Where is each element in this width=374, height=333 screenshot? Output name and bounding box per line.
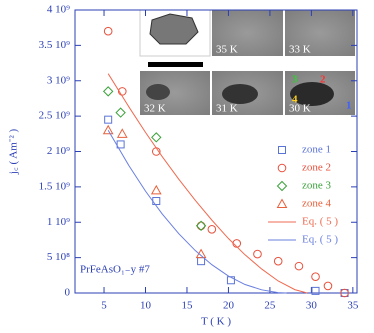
inset-label: 30 K [289,103,311,115]
inset-panel [212,10,283,56]
marker-circle [294,261,304,271]
y-tick-label: 3 10⁹ [47,74,70,86]
marker-circle [340,288,349,298]
y-tick-label: 5 10⁸ [47,251,70,263]
y-tick-label: 0 [65,287,71,299]
marker-circle [323,281,333,291]
legend-item: zone 2 [277,162,331,174]
y-axis-title: j꜀ ( Am⁻² ) [8,128,20,175]
legend-label: zone 2 [302,162,331,174]
legend-label: Eq. ( 5 ) [302,216,338,228]
marker-diamond [276,180,288,192]
inset-label: 33 K [289,44,311,56]
marker-square [311,286,320,295]
inset-zone-label: 1 [346,100,352,112]
inset-panel [285,10,355,56]
fit-line [107,73,308,294]
inset-label: 32 K [144,103,166,115]
marker-triangle [276,198,288,208]
marker-circle [103,26,113,36]
inset-zone-label: 3 [292,74,298,86]
legend-label: zone 3 [302,180,332,192]
marker-triangle [150,184,162,195]
x-tick-label: 25 [264,300,276,312]
y-tick-label: 2.5 10⁹ [39,110,71,122]
scale-bar [148,62,203,67]
y-tick-label: 2 10⁹ [47,145,70,157]
marker-diamond [151,132,162,143]
sample-shape [149,13,199,45]
inset-zone-label: 2 [320,74,326,86]
inset-zone-label: 4 [292,94,298,106]
marker-triangle [195,248,207,259]
inset-label: 35 K [216,44,238,56]
marker-square [197,257,206,266]
marker-circle [273,256,283,266]
x-tick-label: 20 [223,300,235,312]
marker-circle [253,249,262,259]
inset-label: 31 K [216,103,238,115]
marker-diamond [102,86,114,97]
dark-region [146,84,170,100]
marker-square [152,197,161,206]
y-tick-label: 1.5 10⁹ [39,180,71,192]
inset-images [139,9,355,115]
x-tick-label: 35 [347,300,359,312]
fit-line [107,130,287,294]
legend-label: zone 1 [302,144,331,156]
marker-circle [277,163,287,173]
marker-diamond [115,107,126,118]
legend-item: zone 1 [278,144,331,156]
y-tick-label: 4 10⁹ [47,4,70,16]
legend-label: Eq. ( 5 ) [302,234,338,246]
annotation: PrFeAsO₁₋y #7 [80,264,150,276]
dark-region [222,84,258,104]
x-tick-label: 5 [101,300,107,312]
marker-diamond [195,220,207,231]
x-tick-label: 15 [181,300,193,312]
marker-triangle [116,128,128,138]
y-tick-label: 3.5 10⁹ [39,39,71,51]
legend-item: zone 3 [276,180,332,192]
x-axis-title: T ( K ) [201,316,231,328]
dark-region [290,82,334,106]
marker-square [104,115,113,124]
x-tick-label: 10 [140,300,152,312]
y-tick-label: 1 10⁹ [47,216,70,228]
legend-item: Eq. ( 5 ) [268,234,338,246]
legend-item: Eq. ( 5 ) [268,216,338,228]
marker-circle [207,225,217,234]
marker-square [116,140,125,149]
marker-circle [311,272,320,282]
x-tick-label: 30 [306,300,318,312]
marker-square [278,146,286,154]
marker-circle [196,221,206,231]
legend-label: zone 4 [302,198,332,210]
marker-circle [117,87,127,96]
marker-triangle [102,124,114,135]
legend-item: zone 4 [276,198,332,210]
